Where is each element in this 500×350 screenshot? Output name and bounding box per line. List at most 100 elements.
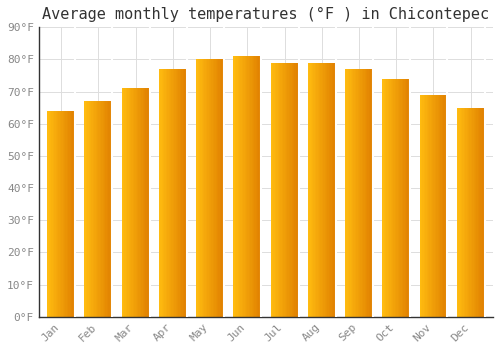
Bar (93, 101, 94, 317)
Bar (206, 60, 208, 317)
Bar (70, 111, 71, 317)
Bar (466, 108, 468, 317)
Bar (126, 89, 127, 317)
Bar (372, 69, 373, 317)
Bar (318, 63, 319, 317)
Title: Average monthly temperatures (°F ) in Chicontepec: Average monthly temperatures (°F ) in Ch… (42, 7, 490, 22)
Bar (356, 69, 358, 317)
Bar (316, 63, 318, 317)
Bar (96, 101, 97, 317)
Bar (220, 60, 222, 317)
Bar (186, 69, 187, 317)
Bar (479, 108, 480, 317)
Bar (404, 79, 406, 317)
Bar (330, 63, 332, 317)
Bar (366, 69, 368, 317)
Bar (296, 63, 297, 317)
Bar (388, 79, 390, 317)
Bar (294, 63, 296, 317)
Bar (293, 63, 294, 317)
Bar (86, 101, 87, 317)
Bar (162, 69, 163, 317)
Bar (61, 111, 62, 317)
Bar (204, 60, 206, 317)
Bar (257, 56, 258, 317)
Bar (208, 60, 210, 317)
Bar (240, 56, 242, 317)
Bar (326, 63, 328, 317)
Bar (203, 60, 204, 317)
Bar (394, 79, 395, 317)
Bar (333, 63, 334, 317)
Bar (239, 56, 240, 317)
Bar (141, 89, 142, 317)
Bar (48, 111, 50, 317)
Bar (460, 108, 461, 317)
Bar (386, 79, 388, 317)
Bar (432, 95, 434, 317)
Bar (199, 60, 200, 317)
Bar (177, 69, 178, 317)
Bar (47, 111, 48, 317)
Bar (276, 63, 278, 317)
Bar (260, 56, 262, 317)
Bar (434, 95, 435, 317)
Bar (101, 101, 102, 317)
Bar (350, 69, 352, 317)
Bar (50, 111, 51, 317)
Bar (238, 56, 239, 317)
Bar (107, 101, 108, 317)
Bar (468, 108, 469, 317)
Bar (354, 69, 355, 317)
Bar (309, 63, 310, 317)
Bar (71, 111, 72, 317)
Bar (216, 60, 217, 317)
Bar (254, 56, 256, 317)
Bar (108, 101, 110, 317)
Bar (461, 108, 462, 317)
Bar (426, 95, 428, 317)
Bar (178, 69, 180, 317)
Bar (369, 69, 370, 317)
Bar (320, 63, 322, 317)
Bar (360, 69, 362, 317)
Bar (362, 69, 363, 317)
Bar (256, 56, 257, 317)
Bar (62, 111, 64, 317)
Bar (322, 63, 323, 317)
Bar (355, 69, 356, 317)
Bar (328, 63, 329, 317)
Bar (472, 108, 474, 317)
Bar (288, 63, 290, 317)
Bar (319, 63, 320, 317)
Bar (234, 56, 236, 317)
Bar (222, 60, 224, 317)
Bar (402, 79, 403, 317)
Bar (385, 79, 386, 317)
Bar (275, 63, 276, 317)
Bar (54, 111, 56, 317)
Bar (464, 108, 465, 317)
Bar (57, 111, 58, 317)
Bar (480, 108, 482, 317)
Bar (106, 101, 107, 317)
Bar (274, 63, 275, 317)
Bar (130, 89, 132, 317)
Bar (442, 95, 444, 317)
Bar (345, 69, 346, 317)
Bar (370, 69, 372, 317)
Bar (425, 95, 426, 317)
Bar (439, 95, 440, 317)
Bar (465, 108, 466, 317)
Bar (474, 108, 475, 317)
Bar (286, 63, 288, 317)
Bar (409, 79, 410, 317)
Bar (358, 69, 359, 317)
Bar (476, 108, 478, 317)
Bar (127, 89, 128, 317)
Bar (87, 101, 88, 317)
Bar (164, 69, 166, 317)
Bar (142, 89, 144, 317)
Bar (214, 60, 216, 317)
Bar (123, 89, 124, 317)
